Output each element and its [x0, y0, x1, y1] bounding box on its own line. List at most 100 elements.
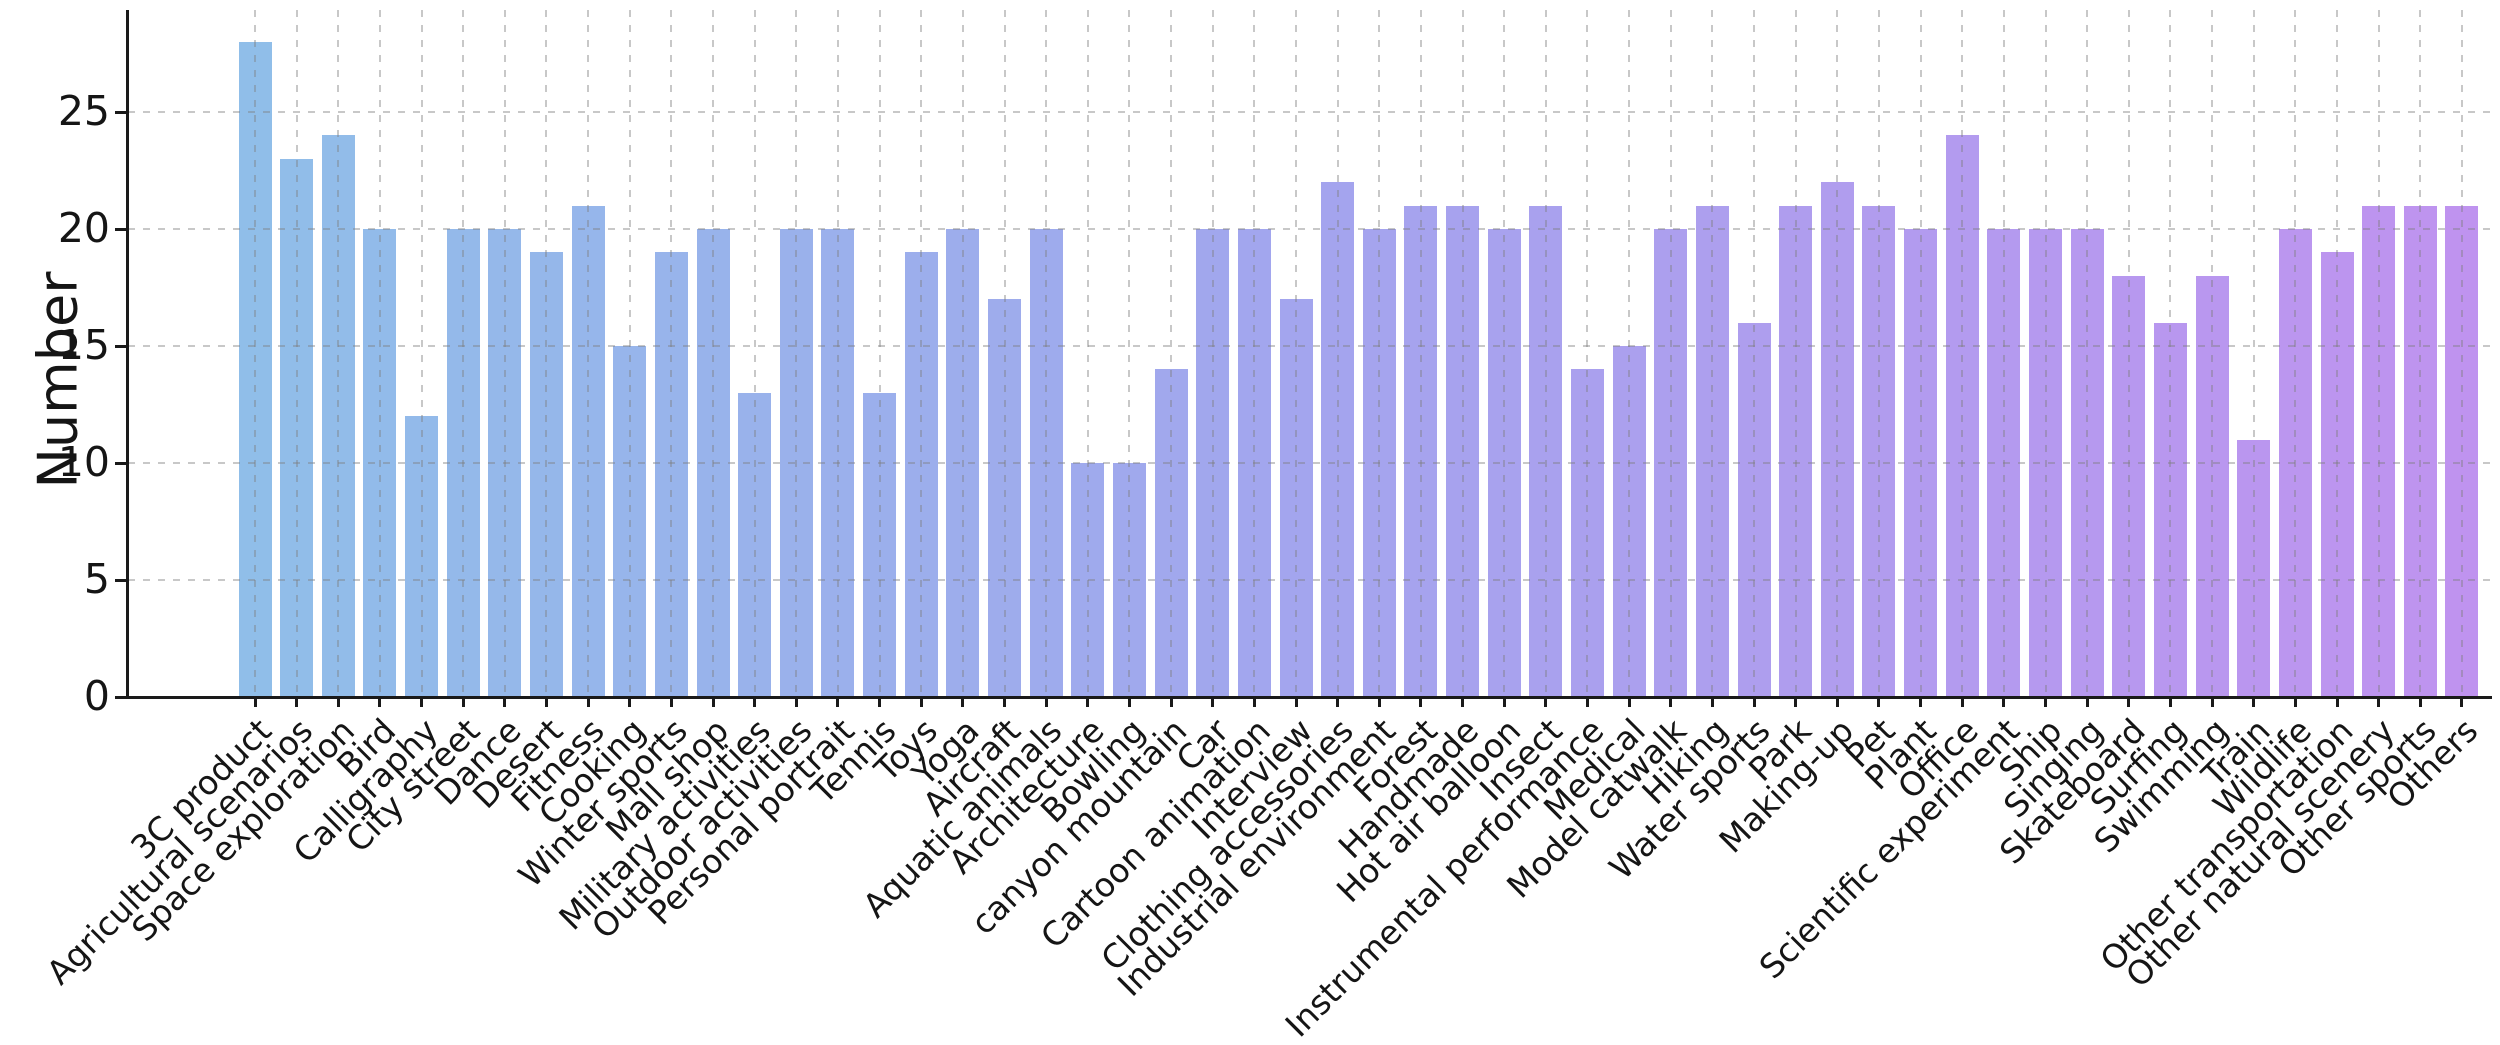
horizontal-gridline [128, 111, 2492, 113]
bar-hot-air-balloon [1487, 229, 1521, 697]
vertical-gridline [587, 10, 590, 697]
bar-clothing-accessories [1321, 182, 1355, 697]
bar-toys [904, 252, 938, 697]
vertical-gridline [2127, 10, 2130, 697]
vertical-gridline [2002, 10, 2005, 697]
vertical-gridline [628, 10, 631, 697]
vertical-gridline [1045, 10, 1048, 697]
x-tick-mark [2210, 698, 2214, 707]
vertical-gridline [378, 10, 381, 697]
bar-cartoon-animation [1237, 229, 1271, 697]
horizontal-gridline [128, 462, 2492, 464]
vertical-gridline [1961, 10, 1964, 697]
x-tick-mark [461, 698, 465, 707]
x-tick-mark [2002, 698, 2006, 707]
horizontal-gridline [128, 228, 2492, 230]
vertical-gridline [1586, 10, 1589, 697]
x-tick-mark [1502, 698, 1506, 707]
y-tick-label-25: 25 [57, 87, 110, 136]
bar-plant [1904, 229, 1938, 697]
x-tick-mark [2377, 698, 2381, 707]
bar-swimming [2195, 275, 2229, 697]
bar-other-transportation [2320, 252, 2354, 697]
x-tick-mark [1710, 698, 1714, 707]
vertical-gridline [920, 10, 923, 697]
vertical-gridline [836, 10, 839, 697]
vertical-gridline [254, 10, 256, 697]
y-tick-label-5: 5 [83, 555, 110, 604]
x-tick-mark [669, 698, 673, 707]
y-tick-mark [115, 461, 128, 465]
x-tick-mark [1419, 698, 1423, 707]
bar-dance [488, 229, 522, 697]
bar-architecture [1071, 463, 1105, 697]
x-tick-mark [2127, 698, 2131, 707]
y-tick-label-20: 20 [57, 204, 110, 253]
vertical-gridline [1753, 10, 1756, 697]
x-tick-mark [1294, 698, 1298, 707]
bar-outdoor-activities [779, 229, 813, 697]
vertical-gridline [1711, 10, 1714, 697]
x-tick-mark [628, 698, 632, 707]
x-tick-mark [1794, 698, 1798, 707]
x-tick-mark [2252, 698, 2256, 707]
y-tick-label-10: 10 [57, 438, 110, 487]
x-tick-mark [711, 698, 715, 707]
vertical-gridline [1503, 10, 1506, 697]
vertical-gridline [1253, 10, 1256, 697]
x-tick-label-agricultural-scenarios: Agricultural scenarios [38, 710, 321, 993]
bar-office [1945, 135, 1979, 697]
x-tick-mark [1044, 698, 1048, 707]
bar-skateboard [2112, 275, 2146, 697]
x-tick-mark [1461, 698, 1465, 707]
bar-bowling [1112, 463, 1146, 697]
bar-hiking [1695, 205, 1729, 697]
x-tick-mark [336, 698, 340, 707]
x-tick-mark [2168, 698, 2172, 707]
vertical-gridline [1628, 10, 1631, 697]
vertical-gridline [2252, 10, 2255, 697]
vertical-gridline [961, 10, 964, 697]
x-tick-mark [919, 698, 923, 707]
x-tick-mark [1003, 698, 1007, 707]
x-tick-mark [961, 698, 965, 707]
bar-insect [1529, 205, 1563, 697]
vertical-gridline [1919, 10, 1922, 697]
vertical-gridline [1419, 10, 1422, 697]
bar-personal-portrait [821, 229, 855, 697]
x-tick-mark [1835, 698, 1839, 707]
x-tick-mark [1252, 698, 1256, 707]
horizontal-gridline [128, 579, 2492, 581]
bar-city-street [446, 229, 480, 697]
bar-mall-shop [696, 229, 730, 697]
bar-winter-sports [654, 252, 688, 697]
x-tick-mark [1627, 698, 1631, 707]
x-tick-mark [2293, 698, 2297, 707]
bar-model-catwalk [1654, 229, 1688, 697]
y-tick-mark [115, 344, 128, 348]
x-tick-mark [753, 698, 757, 707]
bar-industrial-environment [1362, 229, 1396, 697]
y-tick-mark [115, 110, 128, 114]
horizontal-gridline [128, 345, 2492, 347]
bar-3c-product [238, 41, 272, 697]
x-tick-mark [1752, 698, 1756, 707]
bar-wildlife [2278, 229, 2312, 697]
bar-cooking [613, 346, 647, 697]
x-tick-mark [378, 698, 382, 707]
x-tick-mark [1336, 698, 1340, 707]
vertical-gridline [1877, 10, 1880, 697]
vertical-gridline [1170, 10, 1173, 697]
vertical-gridline [2294, 10, 2297, 697]
bar-aquatic-animals [1029, 229, 1063, 697]
bar-handmade [1446, 205, 1480, 697]
vertical-gridline [1794, 10, 1797, 697]
y-tick-mark [115, 578, 128, 582]
x-tick-mark [1211, 698, 1215, 707]
y-axis-spine [126, 10, 129, 699]
bar-desert [529, 252, 563, 697]
vertical-gridline [2460, 10, 2463, 697]
x-tick-mark [1919, 698, 1923, 707]
vertical-gridline [337, 10, 340, 697]
bar-fitness [571, 205, 605, 697]
